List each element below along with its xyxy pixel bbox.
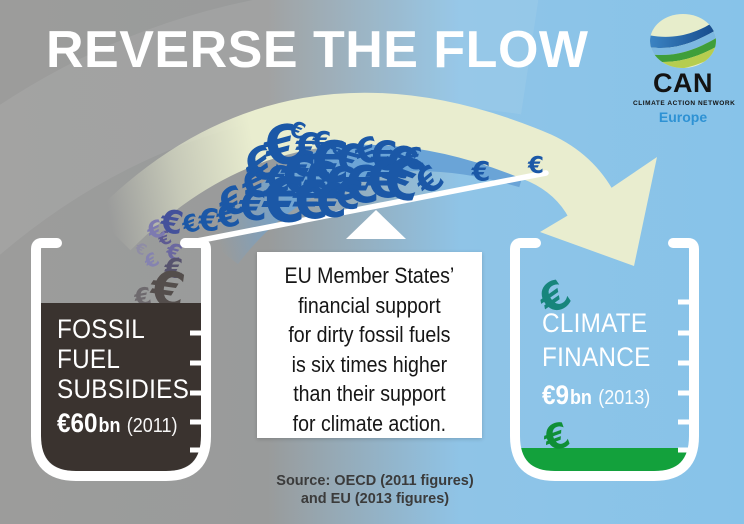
euro-symbol: € [295, 127, 320, 167]
can-europe-logo: CAN CLIMATE ACTION NETWORK Europe [633, 14, 736, 125]
logo-acronym: CAN [653, 68, 713, 98]
message-text: EU Member States’ financial support for … [284, 263, 455, 436]
source-note: Source: OECD (2011 figures) and EU (2013… [276, 473, 474, 507]
euro-symbol: € [162, 239, 184, 267]
euro-symbol: € [164, 254, 184, 285]
euro-symbol: € [343, 157, 380, 216]
euro-symbol: € [238, 184, 267, 230]
euro-symbol: € [290, 145, 315, 185]
euro-symbol: € [303, 152, 336, 206]
left-beaker-outline [31, 238, 211, 481]
euro-symbol: € [198, 204, 220, 239]
fossil-amount: €60 [57, 408, 98, 438]
message-pointer-triangle [346, 210, 406, 239]
climate-amount: €9 [542, 380, 570, 410]
fossil-unit: bn [98, 415, 121, 437]
euro-symbol: € [312, 127, 332, 158]
euro-symbol: € [285, 116, 309, 145]
climate-year: (2013) [598, 387, 651, 409]
flow-arrow-body [93, 92, 615, 251]
fossil-year: (2011) [126, 415, 178, 437]
page-title: REVERSE THE FLOW [46, 21, 589, 79]
euro-symbol: € [265, 160, 290, 200]
euro-symbol: € [471, 157, 491, 188]
flow-arrow-head [540, 157, 657, 266]
euro-symbol: € [260, 164, 305, 237]
climate-finance-value: €9bn (2013) [542, 380, 650, 411]
euro-symbol: € [323, 157, 356, 211]
right-beaker-outline [510, 238, 699, 481]
climate-finance-fill [520, 448, 689, 471]
fossil-subsidies-value: €60bn (2011) [57, 408, 177, 439]
logo-name: CLIMATE ACTION NETWORK [633, 100, 736, 107]
right-beaker-ticks [678, 299, 696, 453]
euro-symbol: € [369, 134, 398, 180]
euro-symbol: € [292, 173, 329, 232]
euro-symbol: € [527, 153, 544, 179]
climate-finance-label: CLIMATE FINANCE [542, 308, 651, 372]
euro-symbol: € [328, 135, 347, 161]
climate-unit: bn [569, 387, 592, 409]
logo-region: Europe [658, 109, 708, 125]
euro-symbol: € [308, 130, 350, 196]
left-beaker-ticks [190, 330, 208, 453]
seesaw-line [189, 170, 549, 245]
euro-symbol: € [280, 148, 317, 207]
fossil-subsidies-fill [41, 303, 201, 471]
euro-symbol: € [314, 174, 347, 228]
message-box: EU Member States’ financial support for … [257, 252, 482, 438]
euro-symbol: € [365, 152, 402, 211]
background-sweep [0, 0, 539, 255]
left-beaker [31, 238, 211, 481]
fossil-subsidies-label: FOSSIL FUEL SUBSIDIES [57, 314, 190, 404]
globe-icon [650, 14, 716, 68]
